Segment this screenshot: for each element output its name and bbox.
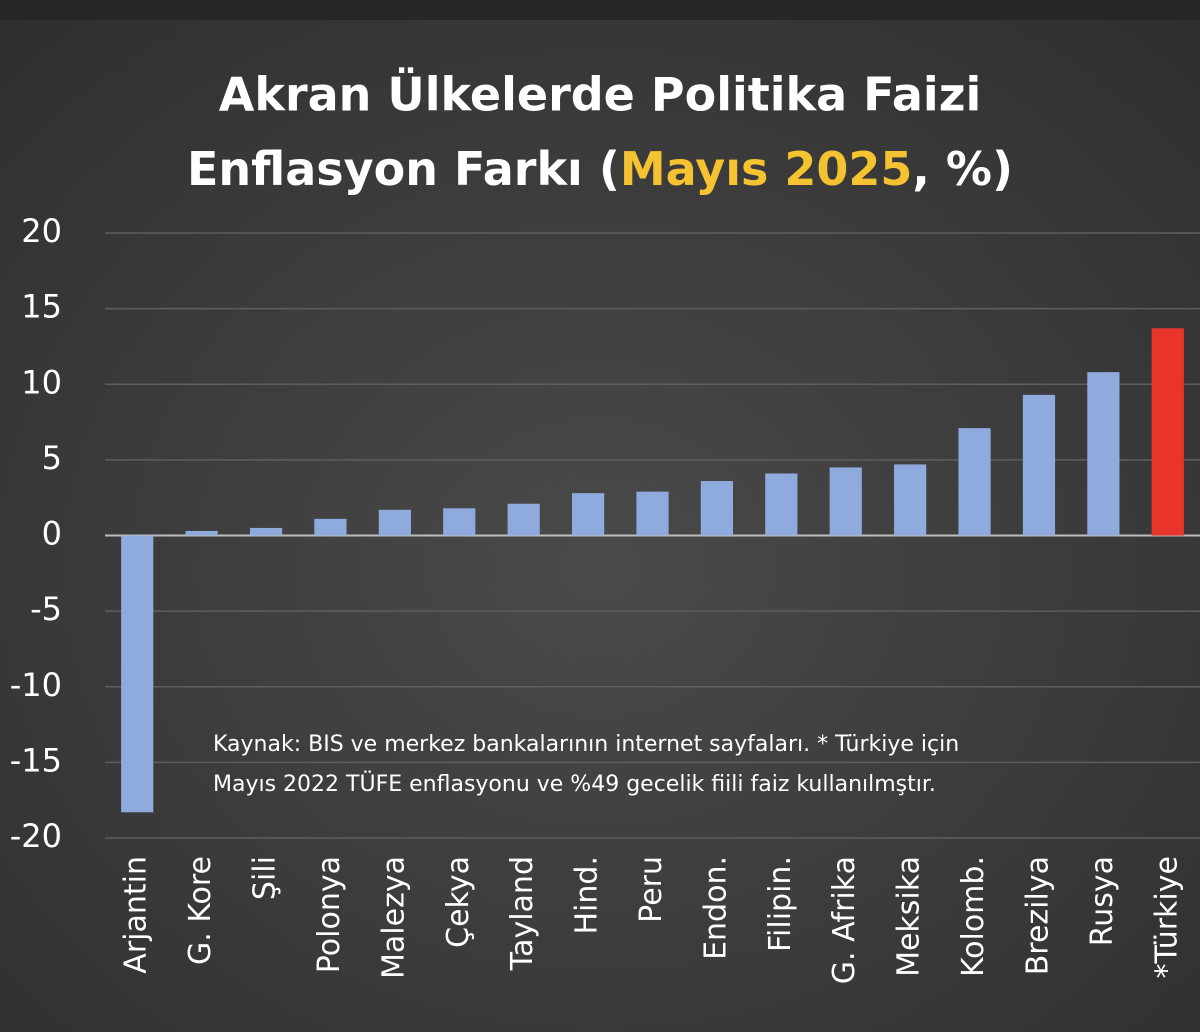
note: Mayıs 2022 TÜFE enflasyonu ve %49 geceli… bbox=[213, 771, 936, 797]
title-highlight: Mayıs 2025 bbox=[620, 142, 913, 196]
plot: -20 -15 -10 -5 0 5 10 15 20 Arjantin G. Kore Şili Po… bbox=[10, 212, 1200, 984]
y-tick-label: 5 bbox=[42, 439, 62, 477]
x-tick-label: Polonya bbox=[312, 856, 347, 973]
x-tick-label: *Türkiye bbox=[1149, 856, 1184, 978]
x-tick-label: Şili bbox=[248, 856, 283, 900]
y-tick-label: 0 bbox=[42, 515, 62, 553]
x-tick-label: G. Kore bbox=[183, 856, 218, 965]
bar bbox=[700, 481, 734, 536]
x-tick-label: Rusya bbox=[1085, 856, 1120, 946]
y-tick-label: -10 bbox=[10, 666, 62, 704]
x-tick-label: Malezya bbox=[376, 856, 411, 979]
x-tick-label: Çekya bbox=[441, 856, 476, 948]
y-tick-label: 15 bbox=[21, 288, 62, 326]
bar bbox=[958, 428, 991, 536]
bar bbox=[1151, 328, 1184, 536]
x-tick-label: Tayland bbox=[505, 856, 540, 971]
bar bbox=[314, 518, 347, 536]
x-tick-label: Arjantin bbox=[119, 856, 154, 974]
x-tick-label: Kolomb. bbox=[956, 856, 991, 977]
top-strip bbox=[0, 0, 1200, 20]
bar bbox=[443, 508, 476, 536]
bar bbox=[894, 464, 927, 536]
y-tick-label: -5 bbox=[30, 590, 62, 628]
bar bbox=[249, 527, 283, 536]
y-tick-label: 20 bbox=[21, 212, 62, 250]
y-tick-label: 10 bbox=[21, 363, 62, 401]
bar bbox=[636, 491, 669, 536]
bar bbox=[121, 535, 154, 813]
title-part: , %) bbox=[912, 142, 1013, 196]
x-tick-label: G. Afrika bbox=[827, 856, 862, 984]
chart-title: Akran Ülkelerde Politika Faizi bbox=[219, 68, 981, 122]
y-tick-label: -15 bbox=[10, 741, 62, 779]
x-tick-label: Endon. bbox=[698, 856, 733, 960]
x-tick-label: Filipin. bbox=[763, 856, 798, 952]
y-tick-label: -20 bbox=[10, 817, 62, 855]
bar bbox=[765, 473, 798, 536]
chart-title: Enflasyon Farkı (Mayıs 2025, %) bbox=[187, 142, 1013, 196]
bar bbox=[507, 503, 540, 536]
x-tick-label: Brezilya bbox=[1020, 856, 1055, 975]
note: Kaynak: BIS ve merkez bankalarının inter… bbox=[213, 732, 959, 757]
bar bbox=[378, 509, 411, 536]
x-tick-label: Meksika bbox=[892, 856, 927, 977]
bar bbox=[185, 530, 218, 536]
bar bbox=[571, 493, 605, 536]
x-tick-label: Hind. bbox=[570, 856, 605, 935]
bar bbox=[829, 467, 862, 536]
title-part: Enflasyon Farkı ( bbox=[187, 142, 620, 196]
bar bbox=[1087, 372, 1120, 536]
bar bbox=[1022, 394, 1056, 536]
x-tick-label: Peru bbox=[634, 856, 669, 923]
